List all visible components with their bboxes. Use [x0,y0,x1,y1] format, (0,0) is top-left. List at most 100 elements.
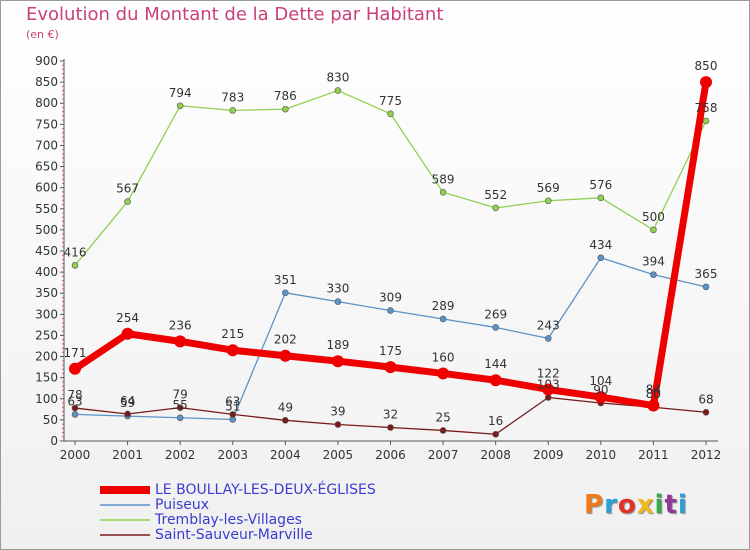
series-point-3 [334,421,342,428]
data-label-0: 104 [589,374,612,388]
y-tick-label: 250 [35,328,58,342]
y-tick-label: 600 [35,181,58,195]
series-point-0 [69,362,81,375]
data-label-0: 175 [379,344,402,358]
x-tick-label: 2001 [112,448,143,462]
series-point-2 [544,197,552,205]
series-point-3 [282,417,289,424]
y-tick-label: 200 [35,350,58,364]
data-label-3: 64 [120,394,135,408]
x-tick-label: 2003 [217,448,248,462]
series-point-3 [229,411,237,418]
series-point-2 [334,87,342,94]
data-label-1: 394 [642,255,665,269]
logo-letter: r [604,490,618,520]
series-point-0 [331,355,344,368]
data-label-1: 309 [379,291,402,305]
series-point-0 [647,399,660,412]
data-label-1: 63 [67,394,82,408]
data-label-0: 202 [274,333,297,347]
data-label-1: 269 [484,307,507,321]
y-tick-label: 400 [35,265,58,279]
data-label-1: 243 [537,318,560,332]
logo-letter: i [677,490,688,520]
y-tick-label: 50 [43,413,58,427]
data-label-2: 500 [642,210,665,224]
y-tick-label: 550 [35,202,58,216]
data-label-1: 55 [173,398,188,412]
series-point-1 [702,283,710,291]
proxiti-logo: Proxiti [584,490,688,520]
x-tick-label: 2010 [586,448,617,462]
series-point-1 [544,335,552,342]
data-label-0: 215 [221,327,244,341]
data-label-2: 569 [537,181,560,195]
series-point-2 [439,189,447,196]
data-label-0: 122 [537,366,560,380]
series-point-2 [176,102,184,110]
data-label-3: 79 [173,388,188,402]
x-tick-label: 2008 [480,448,511,462]
y-tick-label: 100 [35,392,58,406]
chart-title: Evolution du Montant de la Dette par Hab… [26,4,444,25]
data-label-2: 783 [221,90,244,104]
series-point-2 [492,204,499,212]
data-label-0: 254 [116,311,139,325]
series-point-1 [176,414,184,422]
data-label-3: 39 [330,405,345,419]
data-label-1: 365 [695,267,718,281]
x-tick-label: 2011 [638,448,669,462]
series-point-1 [71,411,79,418]
x-tick-label: 2000 [60,448,91,462]
series-point-3 [439,427,447,434]
series-point-3 [387,424,394,431]
series-point-1 [597,254,605,262]
series-point-0 [700,76,712,89]
data-label-0: 850 [695,59,718,73]
data-label-2: 552 [484,188,507,202]
data-label-3: 68 [698,392,713,406]
series-point-2 [229,107,237,114]
series-point-2 [124,198,131,205]
logo-letter: o [617,490,637,520]
data-label-2: 830 [326,71,349,85]
legend-label: Puiseux [155,497,209,513]
data-label-0: 144 [484,357,507,371]
data-label-2: 758 [695,101,718,115]
data-label-2: 786 [274,89,297,103]
logo-letter: P [584,490,605,520]
series-point-0 [174,335,187,348]
y-tick-label: 300 [35,307,58,321]
y-tick-label: 500 [35,223,58,237]
chart-series-lines [69,76,712,438]
y-tick-label: 900 [35,54,58,68]
series-point-2 [282,105,289,113]
x-tick-label: 2012 [691,448,722,462]
logo-letter: t [664,490,678,520]
y-tick-label: 350 [35,286,58,300]
series-point-2 [597,194,605,202]
series-point-0 [594,391,607,404]
data-label-0: 236 [169,318,192,332]
x-tick-label: 2005 [323,448,354,462]
data-label-0: 160 [432,350,455,364]
data-label-3: 103 [537,378,560,392]
data-label-1: 434 [589,238,612,252]
y-tick-label: 650 [35,160,58,174]
series-point-2 [71,262,79,269]
series-point-0 [384,361,397,374]
series-point-1 [650,271,657,278]
y-tick-label: 800 [35,96,58,110]
x-tick-label: 2007 [428,448,459,462]
chart-data-labels: 416 567 794 783 786 830 775 589 552 569 576 500 758 6… [64,59,718,428]
data-label-0: 171 [64,346,87,360]
data-label-1: 59 [120,396,135,410]
data-label-3: 90 [593,383,608,397]
series-point-2 [387,110,394,118]
series-point-2 [702,117,710,125]
chart-subtitle: (en €) [26,28,59,41]
data-label-2: 794 [169,86,192,100]
data-label-1: 351 [274,273,297,287]
